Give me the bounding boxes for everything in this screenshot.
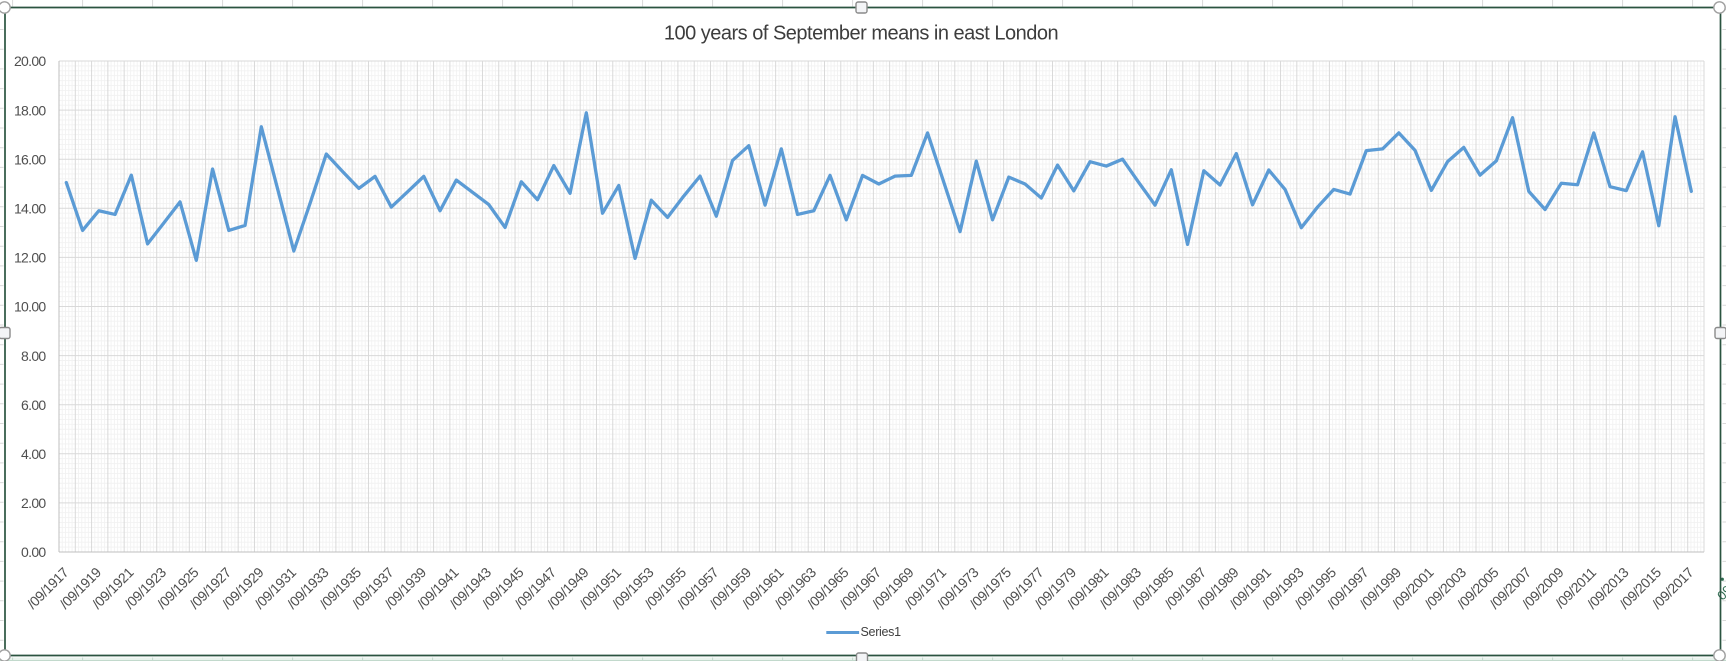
svg-text:14.00: 14.00 bbox=[14, 201, 46, 217]
svg-text:100 years of September means i: 100 years of September means in east Lon… bbox=[664, 23, 1058, 45]
svg-text:12.00: 12.00 bbox=[14, 250, 46, 266]
svg-text:20.00: 20.00 bbox=[14, 53, 46, 69]
svg-text:8.00: 8.00 bbox=[21, 348, 46, 364]
svg-text:10.00: 10.00 bbox=[14, 299, 46, 315]
svg-text:0.00: 0.00 bbox=[21, 544, 46, 560]
svg-text:18.00: 18.00 bbox=[14, 102, 46, 118]
svg-text:Series1: Series1 bbox=[861, 625, 902, 639]
svg-text:16.00: 16.00 bbox=[14, 151, 46, 167]
svg-text:6.00: 6.00 bbox=[21, 397, 46, 413]
svg-text:2.00: 2.00 bbox=[21, 495, 46, 511]
svg-text:4.00: 4.00 bbox=[21, 446, 46, 462]
